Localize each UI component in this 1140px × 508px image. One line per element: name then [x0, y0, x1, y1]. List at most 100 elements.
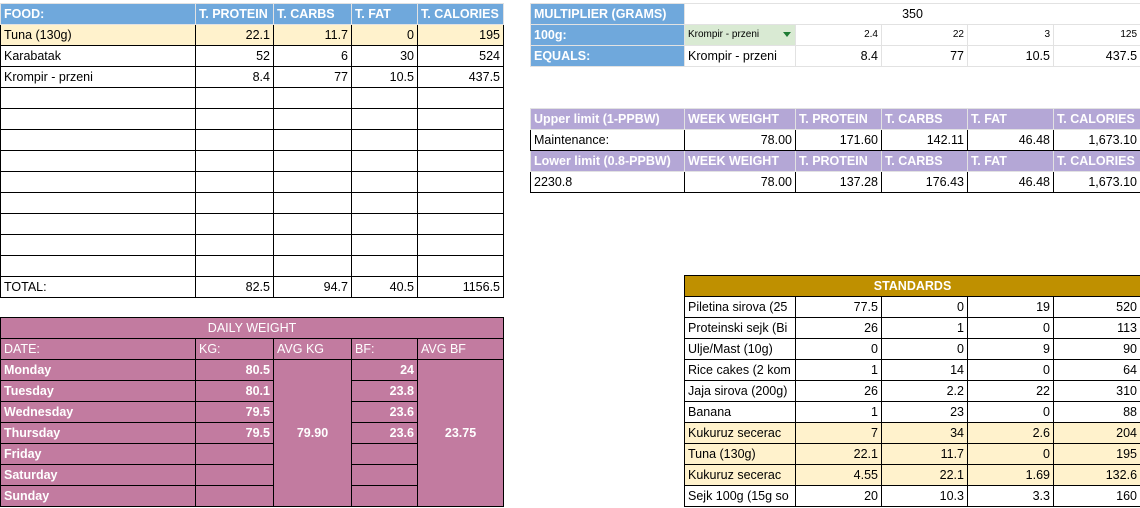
food-name-cell[interactable]: [0, 87, 196, 109]
day-kg[interactable]: [195, 464, 274, 486]
multiplier-value-cell[interactable]: 350: [683, 3, 1140, 25]
protein-cell[interactable]: [195, 171, 274, 193]
standard-food-name[interactable]: Kukuruz secerac: [684, 464, 796, 486]
protein-cell[interactable]: [195, 234, 274, 256]
carbs-cell[interactable]: [273, 108, 352, 130]
upper-limit-label[interactable]: Upper limit (1-PPBW): [530, 108, 685, 130]
protein-cell[interactable]: [195, 192, 274, 214]
standard-food-name[interactable]: Tuna (130g): [684, 443, 796, 465]
calories-cell[interactable]: 1,673.10: [1053, 129, 1140, 151]
carbs-cell[interactable]: [273, 234, 352, 256]
day-kg[interactable]: 80.1: [195, 380, 274, 402]
kg-header[interactable]: KG:: [195, 338, 274, 360]
carbs-cell[interactable]: 11.7: [273, 24, 352, 46]
food-header-cell[interactable]: FOOD:: [0, 3, 196, 25]
fat-cell[interactable]: [351, 150, 418, 172]
day-bf[interactable]: 23.8: [351, 380, 418, 402]
food-name-cell[interactable]: Karabatak: [0, 45, 196, 67]
protein-cell[interactable]: [195, 213, 274, 235]
fat-cell[interactable]: [351, 213, 418, 235]
protein-header[interactable]: T. PROTEIN: [795, 150, 882, 172]
food-name-cell[interactable]: [0, 192, 196, 214]
day-label[interactable]: Thursday: [0, 422, 196, 444]
standard-food-name[interactable]: Kukuruz secerac: [684, 422, 796, 444]
standard-fat[interactable]: 1.69: [967, 464, 1054, 486]
avg-kg-value[interactable]: 79.90: [273, 359, 352, 507]
day-label[interactable]: Saturday: [0, 464, 196, 486]
protein-cell[interactable]: 137.28: [795, 171, 882, 193]
per-100g-label[interactable]: 100g:: [530, 24, 685, 46]
day-kg[interactable]: [195, 443, 274, 465]
fat-header[interactable]: T. FAT: [967, 108, 1054, 130]
carbs-header-cell[interactable]: T. CARBS: [273, 3, 352, 25]
standard-protein[interactable]: 7: [795, 422, 882, 444]
carbs-header[interactable]: T. CARBS: [881, 150, 968, 172]
day-label[interactable]: Friday: [0, 443, 196, 465]
day-bf[interactable]: 23.6: [351, 422, 418, 444]
total-carbs-cell[interactable]: 94.7: [273, 276, 352, 298]
standard-fat[interactable]: 9: [967, 338, 1054, 360]
avg-kg-header[interactable]: AVG KG: [273, 338, 352, 360]
fat-header-cell[interactable]: T. FAT: [351, 3, 418, 25]
calories-cell[interactable]: 1,673.10: [1053, 171, 1140, 193]
standard-carbs[interactable]: 10.3: [881, 485, 968, 507]
carbs-cell[interactable]: [273, 192, 352, 214]
equals-calories[interactable]: 437.5: [1052, 45, 1140, 67]
standard-carbs[interactable]: 14: [881, 359, 968, 381]
standard-calories[interactable]: 195: [1052, 443, 1140, 465]
calories-cell[interactable]: 437.5: [417, 66, 504, 88]
fat-cell[interactable]: [351, 171, 418, 193]
total-label-cell[interactable]: TOTAL:: [0, 276, 196, 298]
maintenance-label[interactable]: Maintenance:: [530, 129, 685, 151]
food-name-cell[interactable]: [0, 255, 196, 277]
standard-fat[interactable]: 19: [967, 296, 1054, 318]
food-name-cell[interactable]: [0, 234, 196, 256]
standard-food-name[interactable]: Sejk 100g (15g so: [684, 485, 796, 507]
week-weight-cell[interactable]: 78.00: [684, 129, 796, 151]
carbs-cell[interactable]: [273, 213, 352, 235]
standard-food-name[interactable]: Proteinski sejk (Bi: [684, 317, 796, 339]
daily-weight-title[interactable]: DAILY WEIGHT: [0, 317, 505, 339]
standard-carbs[interactable]: 22.1: [881, 464, 968, 486]
carbs-cell[interactable]: 77: [273, 66, 352, 88]
protein-header-cell[interactable]: T. PROTEIN: [195, 3, 274, 25]
total-fat-cell[interactable]: 40.5: [351, 276, 418, 298]
equals-fat[interactable]: 10.5: [967, 45, 1054, 67]
standard-protein[interactable]: 22.1: [795, 443, 882, 465]
standards-title[interactable]: STANDARDS: [683, 275, 1140, 297]
food-select-dropdown[interactable]: Krompir - przeni: [684, 24, 796, 46]
protein-cell[interactable]: [195, 129, 274, 151]
calories-cell[interactable]: [417, 129, 504, 151]
day-bf[interactable]: [351, 443, 418, 465]
standard-protein[interactable]: 0: [795, 338, 882, 360]
protein-cell[interactable]: [195, 255, 274, 277]
fat-cell[interactable]: 46.48: [967, 129, 1054, 151]
standard-fat[interactable]: 0: [967, 401, 1054, 423]
carbs-cell[interactable]: 6: [273, 45, 352, 67]
standard-protein[interactable]: 1: [795, 401, 882, 423]
calories-cell[interactable]: [417, 234, 504, 256]
equals-carbs[interactable]: 77: [881, 45, 968, 67]
day-kg[interactable]: 79.5: [195, 401, 274, 423]
fat-cell[interactable]: 0: [351, 24, 418, 46]
fat-cell[interactable]: 30: [351, 45, 418, 67]
multiplier-label[interactable]: MULTIPLIER (GRAMS): [530, 3, 685, 25]
calories-cell[interactable]: [417, 108, 504, 130]
calories-cell[interactable]: [417, 171, 504, 193]
carbs-cell[interactable]: [273, 171, 352, 193]
total-calories-cell[interactable]: 1156.5: [417, 276, 504, 298]
standard-calories[interactable]: 132.6: [1052, 464, 1140, 486]
standard-carbs[interactable]: 2.2: [881, 380, 968, 402]
standard-carbs[interactable]: 0: [881, 338, 968, 360]
standard-carbs[interactable]: 11.7: [881, 443, 968, 465]
standard-protein[interactable]: 77.5: [795, 296, 882, 318]
protein-cell[interactable]: 52: [195, 45, 274, 67]
food-name-cell[interactable]: [0, 213, 196, 235]
dropdown-arrow-icon[interactable]: [783, 32, 791, 37]
food-name-cell[interactable]: [0, 171, 196, 193]
standard-fat[interactable]: 3.3: [967, 485, 1054, 507]
standard-protein[interactable]: 20: [795, 485, 882, 507]
lower-limit-label[interactable]: Lower limit (0.8-PPBW): [530, 150, 685, 172]
day-label[interactable]: Tuesday: [0, 380, 196, 402]
calories-cell[interactable]: 195: [417, 24, 504, 46]
